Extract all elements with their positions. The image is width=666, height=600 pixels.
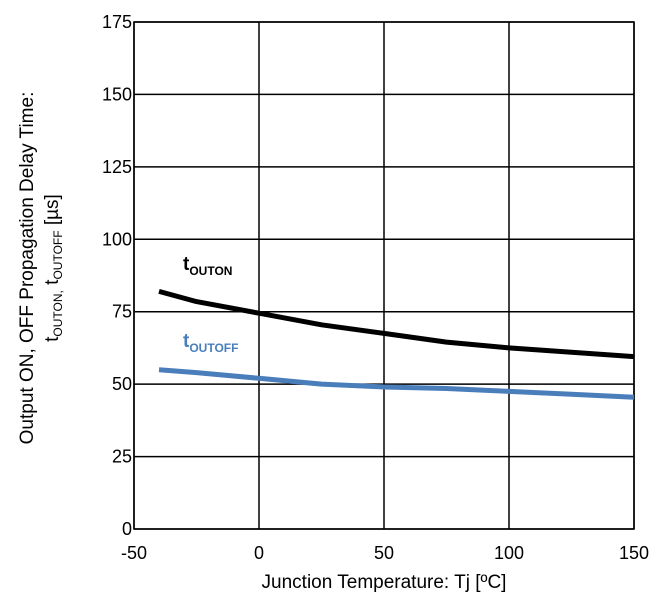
y-tick-label: 50 [112, 374, 132, 394]
x-tick-label: 0 [254, 543, 264, 563]
y-axis-title-sub2: OUTOFF [51, 230, 65, 279]
y-axis-title-t1: t [42, 336, 63, 342]
plot-frame [133, 21, 635, 530]
series-label-outon: tOUTON [183, 254, 232, 278]
x-tick-label: 50 [374, 543, 394, 563]
x-tick-label: -50 [121, 543, 147, 563]
x-tick-labels: -50 0 50 100 150 [121, 543, 649, 563]
y-tick-label: 150 [102, 84, 132, 104]
x-tick-label: 100 [494, 543, 524, 563]
series-lines [158, 288, 635, 400]
y-tick-label: 0 [122, 519, 132, 539]
series-label-outoff: tOUTOFF [183, 331, 238, 355]
series-line-outoff [158, 367, 635, 400]
y-axis-title-line2: tOUTON, tOUTOFF [µs] [42, 194, 65, 342]
y-tick-label: 175 [102, 12, 132, 32]
series-label-outon-sub: OUTON [189, 264, 232, 278]
x-axis-title: Junction Temperature: Tj [ºC] [262, 572, 507, 593]
y-tick-label: 25 [112, 447, 132, 467]
series-label-outon-t: t [183, 254, 190, 275]
y-tick-labels: 0 25 50 75 100 125 150 175 [102, 12, 132, 539]
series-label-outoff-t: t [183, 331, 190, 352]
series-label-outoff-sub: OUTOFF [189, 341, 238, 355]
series-line-outon [158, 288, 635, 360]
y-axis-title-t2: t [42, 279, 63, 290]
y-axis-title-sub1: OUTON, [51, 290, 65, 336]
x-tick-label: 150 [619, 543, 649, 563]
y-tick-label: 75 [112, 302, 132, 322]
y-tick-label: 125 [102, 157, 132, 177]
y-axis-title-unit: [µs] [42, 194, 63, 230]
y-axis-title-line1: Output ON, OFF Propagation Delay Time: [17, 92, 38, 445]
y-tick-label: 100 [102, 229, 132, 249]
